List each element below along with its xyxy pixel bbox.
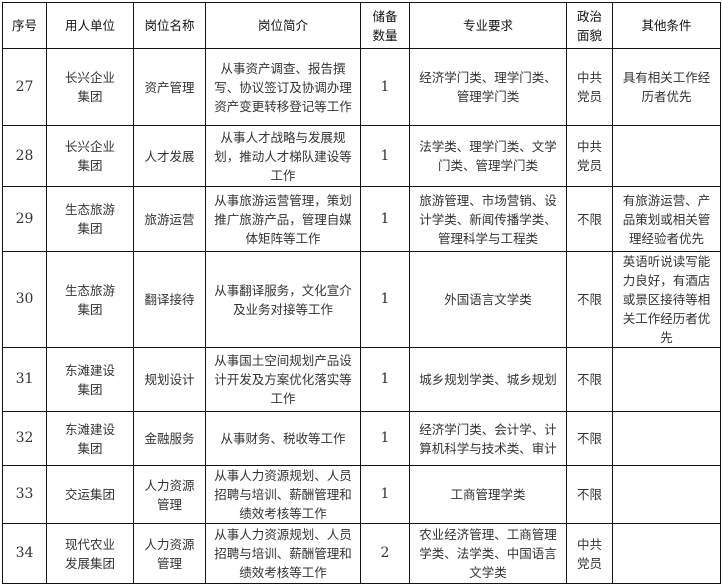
cell-post: 资产管理 — [133, 48, 206, 126]
header-other: 其他条件 — [612, 2, 721, 49]
cell-desc: 从事人力资源规划、人员招聘与培训、薪酬管理和绩效考核等工作 — [205, 523, 361, 584]
cell-desc: 从事人才战略与发展规划，推动人才梯队建设等工作 — [205, 125, 361, 187]
cell-political: 不限 — [566, 186, 613, 252]
cell-count: 1 — [360, 465, 410, 524]
cell-no: 29 — [2, 186, 47, 252]
cell-count: 1 — [360, 251, 410, 348]
cell-count: 1 — [360, 186, 410, 252]
table-row: 28 长兴企业集团 人才发展 从事人才战略与发展规划，推动人才梯队建设等工作 1 法学类、… — [2, 125, 721, 187]
cell-post: 规划设计 — [133, 347, 206, 412]
cell-unit: 长兴企业集团 — [46, 125, 134, 187]
cell-count: 1 — [360, 125, 410, 187]
cell-other: 有旅游运营、产品策划或相关管理经验者优先 — [612, 186, 721, 252]
table-row: 31 东滩建设集团 规划设计 从事国土空间规划产品设计开发及方案优化落实等工作 1 城乡规… — [2, 347, 721, 412]
cell-desc: 从事资产调查、报告撰写、协议签订及协调办理资产变更转移登记等工作 — [205, 48, 361, 126]
cell-other: 具有相关工作经历者优先 — [612, 48, 721, 126]
cell-no: 33 — [2, 465, 47, 524]
cell-desc: 从事旅游运营管理，策划推广旅游产品，管理自媒体矩阵等工作 — [205, 186, 361, 252]
cell-unit: 东滩建设集团 — [46, 411, 134, 466]
cell-major: 城乡规划学类、城乡规划 — [409, 347, 567, 412]
cell-major: 经济学门类、会计学、计算机科学与技术类、审计 — [409, 411, 567, 466]
cell-no: 32 — [2, 411, 47, 466]
cell-post: 人力资源管理 — [133, 523, 206, 584]
cell-unit: 生态旅游集团 — [46, 251, 134, 348]
cell-count: 2 — [360, 523, 410, 584]
cell-desc: 从事人力资源规划、人员招聘与培训、薪酬管理和绩效考核等工作 — [205, 465, 361, 524]
header-desc: 岗位简介 — [205, 2, 361, 49]
cell-unit: 长兴企业集团 — [46, 48, 134, 126]
cell-other — [612, 125, 721, 187]
cell-major: 外国语言文学类 — [409, 251, 567, 348]
cell-no: 27 — [2, 48, 47, 126]
cell-political: 不限 — [566, 411, 613, 466]
table-row: 34 现代农业发展集团 人力资源管理 从事人力资源规划、人员招聘与培训、薪酬管理和绩效… — [2, 523, 721, 584]
cell-political: 中共党员 — [566, 125, 613, 187]
cell-unit: 现代农业发展集团 — [46, 523, 134, 584]
cell-count: 1 — [360, 48, 410, 126]
table-row: 33 交运集团 人力资源管理 从事人力资源规划、人员招聘与培训、薪酬管理和绩效考核等工… — [2, 465, 721, 524]
cell-political: 不限 — [566, 465, 613, 524]
header-count: 储备数量 — [360, 2, 410, 49]
cell-post: 金融服务 — [133, 411, 206, 466]
cell-other — [612, 347, 721, 412]
cell-other — [612, 465, 721, 524]
header-major: 专业要求 — [409, 2, 567, 49]
cell-unit: 生态旅游集团 — [46, 186, 134, 252]
cell-no: 28 — [2, 125, 47, 187]
cell-no: 30 — [2, 251, 47, 348]
table-row: 32 东滩建设集团 金融服务 从事财务、税收等工作 1 经济学门类、会计学、计算机科学与技… — [2, 411, 721, 466]
cell-desc: 从事国土空间规划产品设计开发及方案优化落实等工作 — [205, 347, 361, 412]
cell-political: 不限 — [566, 251, 613, 348]
cell-post: 人力资源管理 — [133, 465, 206, 524]
cell-other — [612, 411, 721, 466]
header-no: 序号 — [2, 2, 47, 49]
cell-major: 法学类、理学门类、文学门类、管理学门类 — [409, 125, 567, 187]
cell-no: 31 — [2, 347, 47, 412]
cell-unit: 交运集团 — [46, 465, 134, 524]
cell-desc: 从事翻译服务，文化宣介及业务对接等工作 — [205, 251, 361, 348]
cell-political: 中共党员 — [566, 48, 613, 126]
table-row: 30 生态旅游集团 翻译接待 从事翻译服务，文化宣介及业务对接等工作 1 外国语言文学类不… — [2, 251, 721, 348]
header-unit: 用人单位 — [46, 2, 134, 49]
cell-major: 旅游管理、市场营销、设计学类、新闻传播学类、管理科学与工程类 — [409, 186, 567, 252]
cell-unit: 东滩建设集团 — [46, 347, 134, 412]
cell-other: 英语听说读写能力良好，有酒店或景区接待等相关工作经历者优先 — [612, 251, 721, 348]
cell-no: 34 — [2, 523, 47, 584]
cell-post: 旅游运营 — [133, 186, 206, 252]
header-political: 政治面貌 — [566, 2, 613, 49]
cell-count: 1 — [360, 347, 410, 412]
cell-major: 经济学门类、理学门类、管理学门类 — [409, 48, 567, 126]
cell-count: 1 — [360, 411, 410, 466]
cell-desc: 从事财务、税收等工作 — [205, 411, 361, 466]
cell-post: 人才发展 — [133, 125, 206, 187]
cell-major: 农业经济管理、工商管理学类、法学类、中国语言文学类 — [409, 523, 567, 584]
table-row: 27 长兴企业集团 资产管理 从事资产调查、报告撰写、协议签订及协调办理资产变更转移登… — [2, 48, 721, 126]
cell-political: 中共党员 — [566, 523, 613, 584]
header-row: 序号 用人单位 岗位名称 岗位简介 储备数量 专业要求 政治面貌 其他条件 — [2, 2, 721, 49]
table-row: 29 生态旅游集团 旅游运营 从事旅游运营管理，策划推广旅游产品，管理自媒体矩阵等工作… — [2, 186, 721, 252]
cell-post: 翻译接待 — [133, 251, 206, 348]
cell-other — [612, 523, 721, 584]
cell-major: 工商管理学类 — [409, 465, 567, 524]
header-post: 岗位名称 — [133, 2, 206, 49]
cell-political: 不限 — [566, 347, 613, 412]
